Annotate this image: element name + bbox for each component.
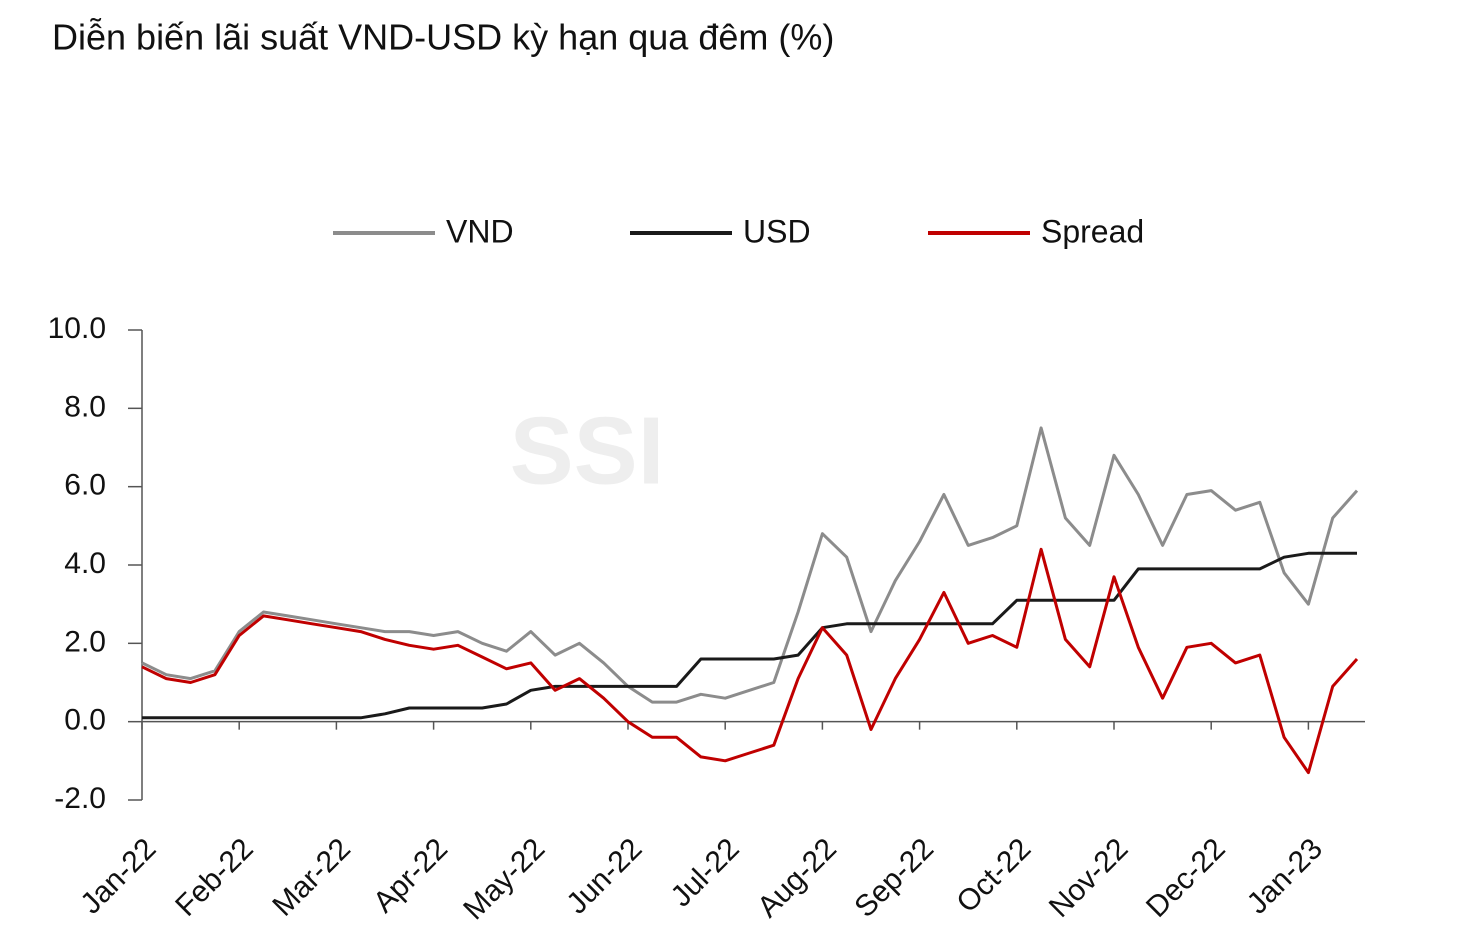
legend-label: Spread (1041, 213, 1144, 249)
x-tick-label: Apr-22 (367, 832, 454, 919)
y-tick-label: 6.0 (64, 469, 106, 502)
x-tick-label: Aug-22 (751, 832, 843, 924)
y-tick-label: 8.0 (64, 390, 106, 423)
line-series (141, 426, 1359, 704)
legend-label: VND (446, 213, 514, 249)
x-tick-label: Jul-22 (665, 832, 746, 913)
x-tick-label: Sep-22 (848, 832, 940, 924)
x-tick-label: May-22 (457, 832, 551, 926)
x-tick-label: Dec-22 (1140, 832, 1232, 924)
y-tick-label: 10.0 (48, 312, 106, 345)
watermark: SSI (510, 397, 665, 504)
x-tick-label: Mar-22 (266, 832, 357, 923)
y-tick-label: 4.0 (64, 547, 106, 580)
x-tick-label: Jan-23 (1241, 832, 1329, 920)
x-tick-label: Jun-22 (560, 832, 648, 920)
line-series (142, 551, 1357, 720)
x-tick-label: Feb-22 (169, 832, 260, 923)
x-tick-label: Jan-22 (74, 832, 162, 920)
y-tick-label: 2.0 (64, 625, 106, 658)
y-tick-label: -2.0 (54, 782, 106, 815)
line-series (141, 547, 1359, 775)
x-tick-label: Nov-22 (1043, 832, 1135, 924)
x-tick-label: Oct-22 (950, 832, 1037, 919)
legend-label: USD (743, 213, 811, 249)
y-tick-label: 0.0 (64, 704, 106, 737)
chart-title: Diễn biến lãi suất VND-USD kỳ hạn qua đê… (52, 17, 834, 58)
